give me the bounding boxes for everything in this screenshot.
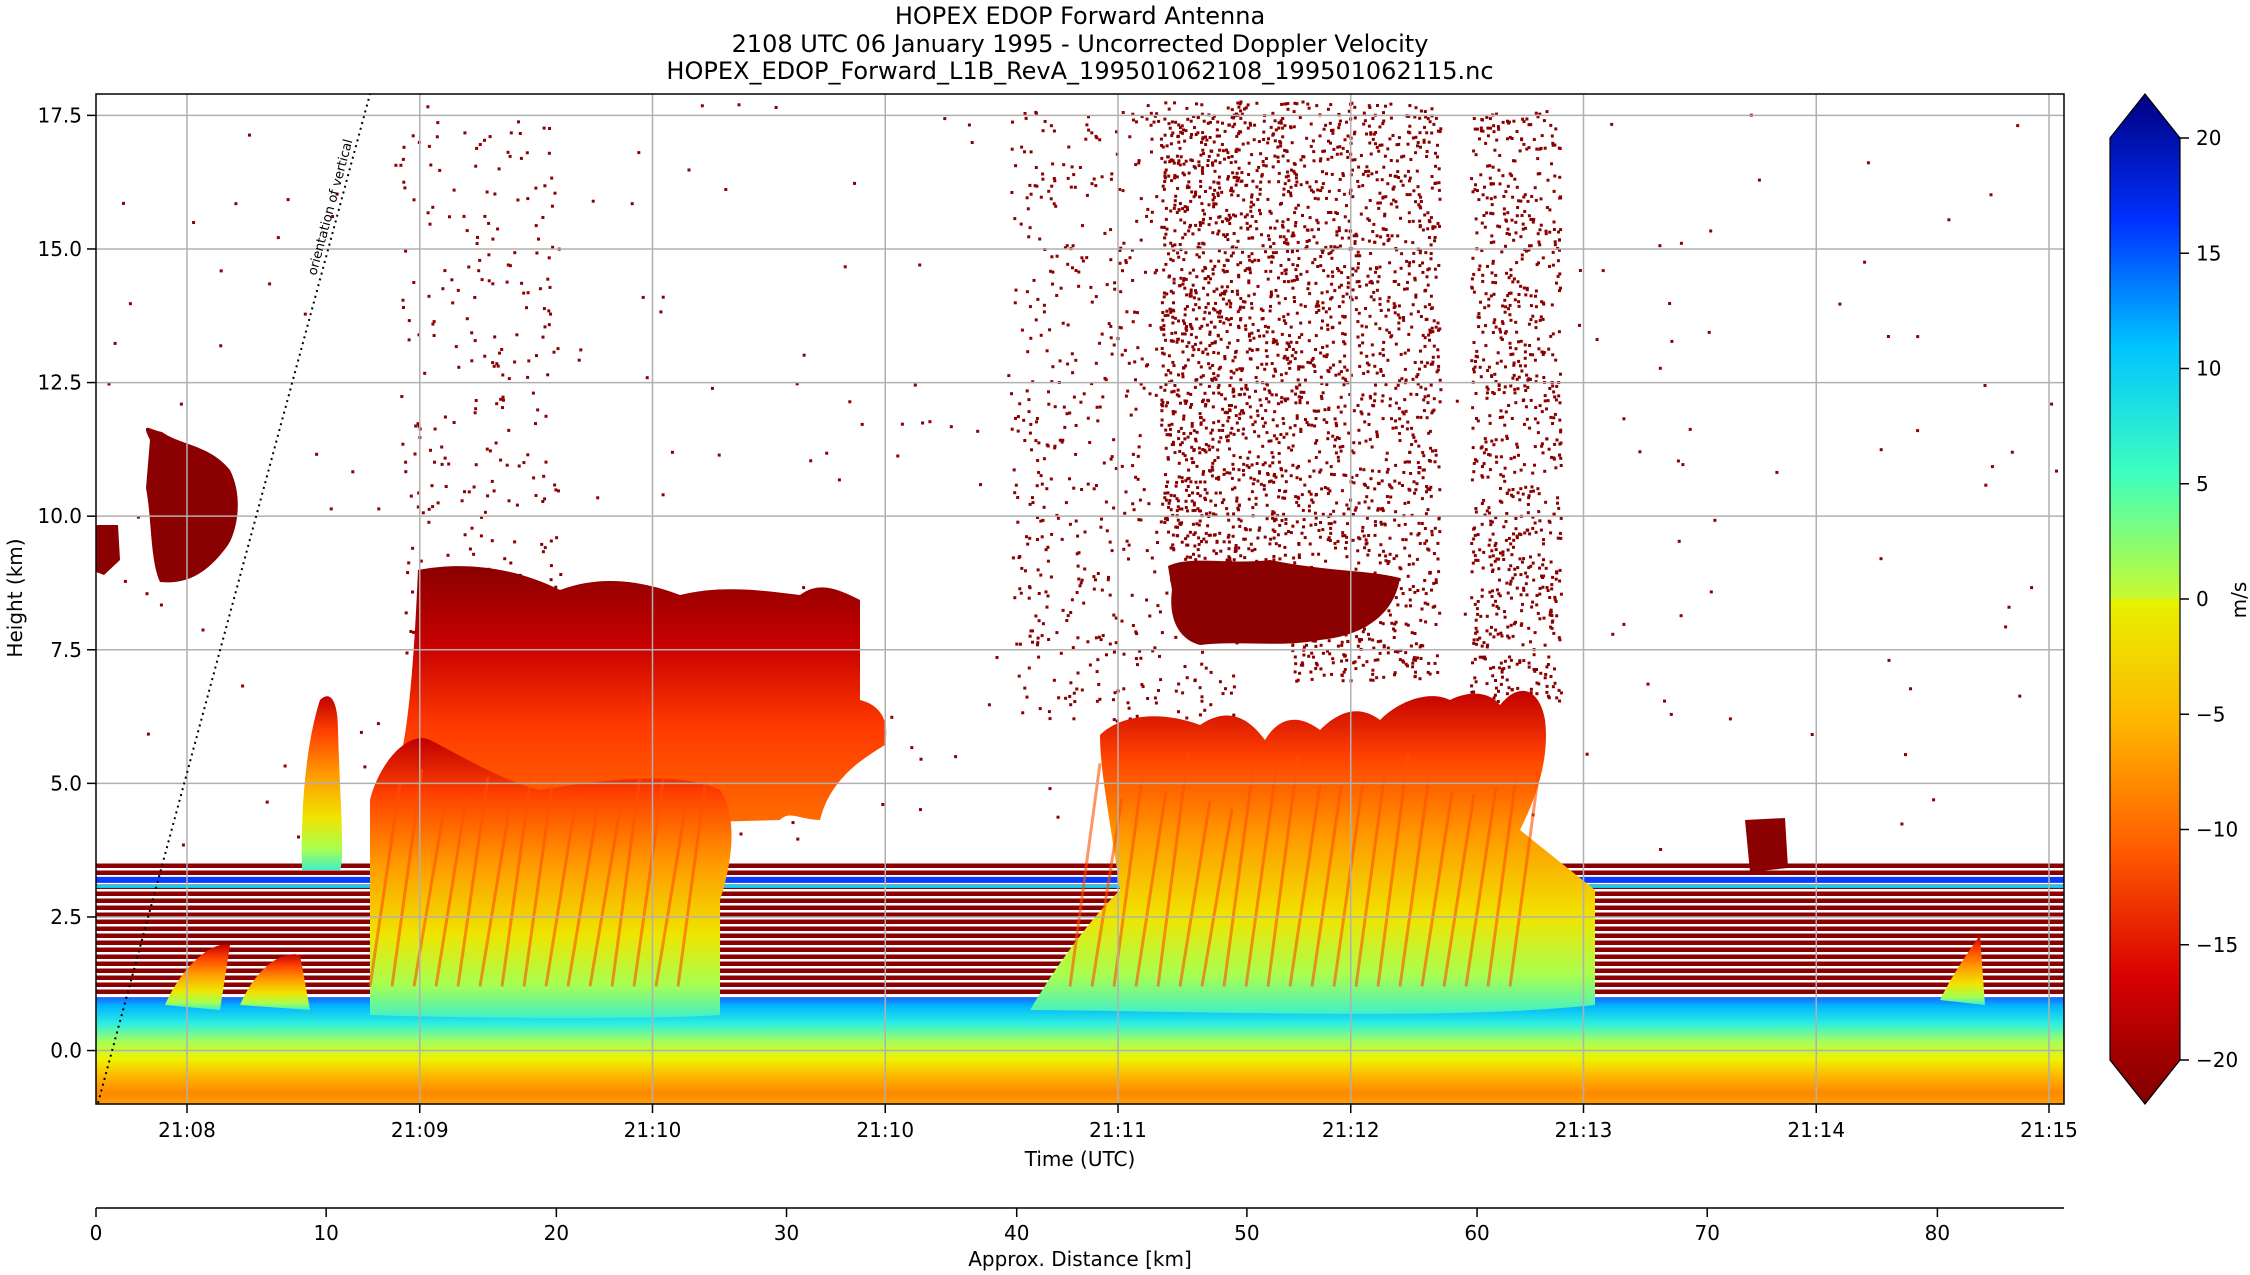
grid-lines [96,94,2064,1104]
plot-frame [95,93,2065,1105]
x-tick-label: 21:15 [2020,1118,2078,1142]
anvil-cloud [400,566,887,830]
colorbar-tick-label: 0 [2196,587,2209,611]
colorbar-tick-label: 10 [2196,357,2221,381]
colorbar-tick-label: 5 [2196,472,2209,496]
distance-tick-label: 80 [1925,1221,1950,1245]
distance-tick-label: 20 [544,1221,569,1245]
plot-area: orientation of vertical [95,93,2065,1105]
distance-tick-label: 40 [1004,1221,1029,1245]
rain-streaks [368,752,1542,987]
upper-cloud [96,427,1788,872]
chart-subtitle: 2108 UTC 06 January 1995 - Uncorrected D… [731,30,1429,58]
colorbar-tick-label: −5 [2196,702,2225,726]
x-tick-label: 21:10 [624,1118,682,1142]
colorbar-tick-label: −15 [2196,933,2238,957]
vertical-orientation-line [97,93,371,1104]
distance-tick-label: 0 [90,1221,103,1245]
distance-tick-label: 10 [313,1221,338,1245]
colorbar-tick-label: −20 [2196,1048,2238,1072]
x-tick-label: 21:12 [1322,1118,1380,1142]
bright-band [96,876,2064,883]
y-tick-label: 7.5 [50,638,82,662]
y-tick-label: 5.0 [50,771,82,795]
x-tick-label: 21:09 [391,1118,449,1142]
chart-title: HOPEX EDOP Forward Antenna [894,2,1266,30]
chart-filename: HOPEX_EDOP_Forward_L1B_RevA_199501062108… [666,57,1494,85]
y-tick-label: 12.5 [37,371,82,395]
colorbar: 20 15 10 5 0 −5 −10 −15 −20 m/s [2109,93,2250,1105]
x-tick-label: 21:10 [856,1118,914,1142]
colorbar-label: m/s [2227,582,2250,619]
y-tick-label: 0.0 [50,1039,82,1063]
x-axis-title: Time (UTC) [1024,1147,1136,1171]
colorbar-body [2109,93,2181,1105]
distance-axis: 0 10 20 30 40 50 60 70 80 [90,1207,2064,1245]
distance-tick-label: 60 [1464,1221,1489,1245]
colorbar-tick-label: 20 [2196,126,2221,150]
y-tick-label: 17.5 [37,103,82,127]
y-axis-title: Height (km) [3,538,27,657]
colorbar-tick-label: 15 [2196,241,2221,265]
y-tick-label: 10.0 [37,504,82,528]
x-tick-label: 21:08 [158,1118,216,1142]
y-axis: 0.0 2.5 5.0 7.5 10.0 12.5 15.0 17.5 [37,103,96,1063]
x-tick-label: 21:14 [1787,1118,1845,1142]
y-tick-label: 15.0 [37,237,82,261]
x-axis: 21:08 21:09 21:10 21:10 21:11 21:12 21:13 21:14… [158,1104,2078,1142]
distance-tick-label: 30 [774,1221,799,1245]
x-tick-label: 21:13 [1555,1118,1613,1142]
colorbar-ticks: 20 15 10 5 0 −5 −10 −15 −20 [2180,126,2238,1072]
x-tick-label: 21:11 [1089,1118,1147,1142]
y-tick-label: 2.5 [50,905,82,929]
colorbar-tick-label: −10 [2196,818,2238,842]
distance-tick-label: 50 [1234,1221,1259,1245]
distance-tick-label: 70 [1695,1221,1720,1245]
distance-axis-title: Approx. Distance [km] [968,1247,1192,1271]
